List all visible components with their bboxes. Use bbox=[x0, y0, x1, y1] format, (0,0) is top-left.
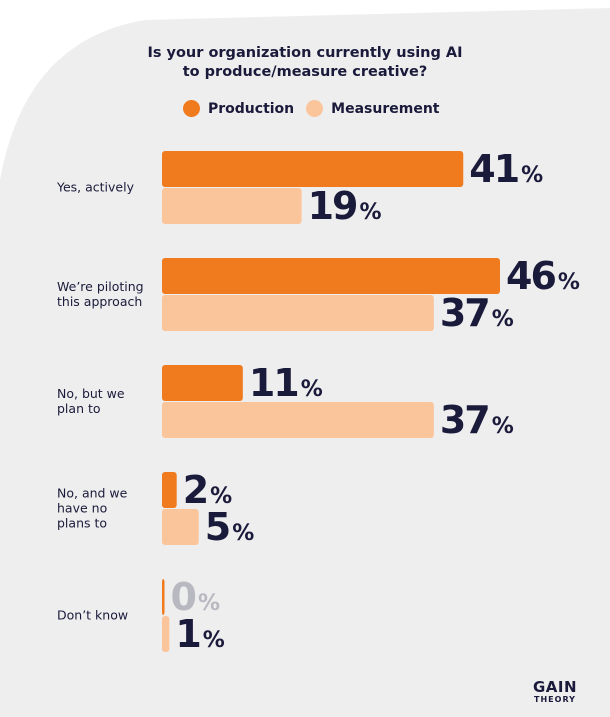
bar-measurement bbox=[162, 616, 170, 652]
bar-production bbox=[162, 258, 500, 294]
chart-title: Is your organization currently using AI … bbox=[0, 44, 610, 82]
legend-dot-measurement bbox=[306, 100, 324, 117]
value-label-measurement: 37% bbox=[440, 398, 514, 442]
bar-production bbox=[162, 151, 464, 187]
legend-dot-production bbox=[183, 100, 200, 117]
value-label-production: 0% bbox=[171, 575, 221, 619]
legend-item-production: Production bbox=[183, 100, 294, 117]
bar-production bbox=[162, 579, 165, 615]
value-label-production: 41% bbox=[469, 147, 543, 191]
category-label: Yes, actively bbox=[56, 180, 135, 195]
logo-main-text: GAIN bbox=[532, 678, 578, 696]
value-label-measurement: 1% bbox=[175, 612, 225, 656]
gain-theory-logo: GAIN THEORY bbox=[531, 680, 579, 704]
legend-label-production: Production bbox=[208, 100, 295, 117]
value-label-measurement: 19% bbox=[308, 184, 382, 228]
bar-measurement bbox=[162, 509, 199, 545]
bar-production bbox=[162, 472, 177, 508]
legend-label-measurement: Measurement bbox=[331, 100, 440, 117]
chart-title-line-1: Is your organization currently using AI bbox=[147, 45, 463, 61]
legend: Production Measurement bbox=[183, 100, 451, 117]
legend-item-measurement: Measurement bbox=[306, 100, 439, 117]
category-label: Don’t know bbox=[57, 608, 128, 623]
bar-measurement bbox=[162, 188, 302, 224]
logo-sub-text: THEORY bbox=[534, 695, 576, 704]
category-label: No, and we have no plans to bbox=[57, 486, 128, 531]
value-label-measurement: 5% bbox=[205, 505, 255, 549]
chart-title-line-2: to produce/measure creative? bbox=[182, 64, 428, 80]
bar-measurement bbox=[162, 402, 434, 438]
category-label: No, but we plan to bbox=[57, 386, 125, 416]
value-label-production: 46% bbox=[506, 254, 580, 298]
category-label: We’re piloting this approach bbox=[57, 279, 144, 309]
value-label-measurement: 37% bbox=[440, 291, 514, 335]
value-label-production: 11% bbox=[249, 361, 323, 405]
bar-production bbox=[162, 365, 243, 401]
bar-measurement bbox=[162, 295, 434, 331]
value-label-production: 2% bbox=[183, 468, 233, 512]
